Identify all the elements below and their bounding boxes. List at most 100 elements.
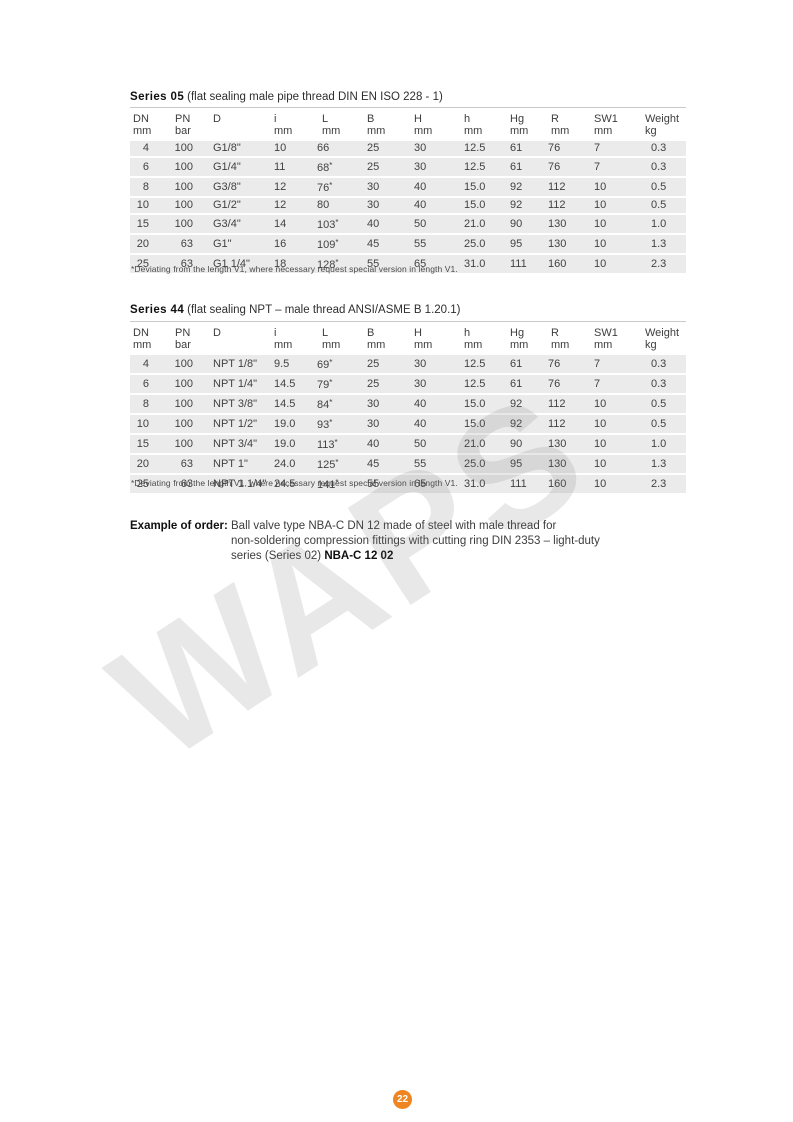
footnote-marker: * (329, 181, 333, 190)
series44-title: Series 44 (flat sealing NPT – male thread… (130, 304, 461, 316)
table-cell: 55 (367, 474, 414, 495)
table-cell: 40 (414, 197, 464, 215)
col-header-d: D (213, 327, 221, 339)
table-cell: 8 (130, 394, 166, 415)
table-cell: 0.5 (642, 177, 686, 198)
table-cell: NPT 1/8" (211, 355, 274, 375)
table-cell: 65 (414, 254, 464, 275)
col-header-weight: Weight kg (645, 113, 680, 137)
table-row: 8 100 G3/8" 12 76* 30 40 15.0 92 112 10 0.5 (130, 177, 686, 198)
table-cell: 113* (316, 434, 367, 455)
table-cell: 14.5 (274, 394, 316, 415)
table-cell: 19.0 (274, 414, 316, 435)
col-header-dn: DN mm (133, 113, 152, 137)
table-cell: G3/8" (211, 177, 274, 198)
table-cell: 40 (367, 214, 414, 235)
table-cell: 61 (506, 355, 548, 375)
table-cell: 11 (274, 157, 316, 178)
table-cell: 0.3 (642, 355, 686, 375)
table-cell: 10 (592, 474, 642, 495)
col-header-h: h mm (464, 113, 483, 137)
table-cell: 25 (130, 474, 166, 495)
table-cell: G1/2" (211, 197, 274, 215)
table-cell: 84* (316, 394, 367, 415)
table-cell: 30 (367, 414, 414, 435)
table-cell: 0.5 (642, 197, 686, 215)
table-cell: G1/4" (211, 157, 274, 178)
footnote-marker: * (329, 398, 333, 407)
col-header-weight: Weight kg (645, 327, 680, 351)
table-cell: 30 (367, 394, 414, 415)
table-cell: 25 (130, 254, 166, 275)
table-cell: 100 (166, 197, 211, 215)
table-cell: 100 (166, 157, 211, 178)
table-cell: 100 (166, 414, 211, 435)
series44-subtitle: (flat sealing NPT – male thread ANSI/ASM… (187, 304, 461, 316)
table-cell: 100 (166, 355, 211, 375)
col-header-pn: PN bar (175, 327, 191, 351)
table-cell: 14.5 (274, 374, 316, 395)
table-cell: 76 (548, 157, 592, 178)
table-cell: 20 (130, 234, 166, 255)
table-cell: 30 (414, 157, 464, 178)
table-cell: 76 (548, 355, 592, 375)
table-cell: 79* (316, 374, 367, 395)
table-cell: 100 (166, 214, 211, 235)
table-cell: 10 (592, 454, 642, 475)
table-cell: 0.3 (642, 157, 686, 178)
example-line1: Ball valve type NBA-C DN 12 made of stee… (231, 520, 557, 532)
table-cell: 24.5 (274, 474, 316, 495)
col-header-hg: Hg mm (510, 327, 529, 351)
col-header-hg: Hg mm (510, 113, 529, 137)
table-cell: 130 (548, 434, 592, 455)
table-cell: 63 (166, 234, 211, 255)
footnote-marker: * (329, 358, 333, 367)
table-cell: 111 (506, 474, 548, 495)
table-cell: 63 (166, 454, 211, 475)
table-cell: 100 (166, 434, 211, 455)
table-cell: 12.5 (464, 355, 506, 375)
table-cell: 100 (166, 141, 211, 158)
table-cell: 25 (367, 355, 414, 375)
table-cell: 125* (316, 454, 367, 475)
table-row: 4 100 NPT 1/8" 9.5 69* 25 30 12.5 61 76 7 0.3 (130, 355, 686, 375)
table-cell: 7 (592, 355, 642, 375)
table-cell: 25 (367, 157, 414, 178)
col-header-dn: DN mm (133, 327, 152, 351)
table-cell: NPT 1/4" (211, 374, 274, 395)
table-cell: 0.3 (642, 374, 686, 395)
table-cell: 10 (592, 254, 642, 275)
table-cell: 76 (548, 374, 592, 395)
table-cell: 15.0 (464, 177, 506, 198)
example-label: Example of order: (130, 520, 228, 532)
example-text: Ball valve type NBA-C DN 12 made of stee… (231, 519, 630, 564)
table-cell: 15.0 (464, 414, 506, 435)
table-cell: 95 (506, 234, 548, 255)
table-cell: 130 (548, 454, 592, 475)
col-header-i: i mm (274, 113, 293, 137)
page-number: 22 (396, 1094, 409, 1105)
table-cell: 12 (274, 197, 316, 215)
series44-footnote: *Deviating from the length V1, where nec… (131, 478, 458, 488)
table-row: 15 100 G3/4" 14 103* 40 50 21.0 90 130 10 1.0 (130, 214, 686, 235)
table-cell: 25.0 (464, 454, 506, 475)
table-cell: 10 (592, 414, 642, 435)
table-cell: 112 (548, 394, 592, 415)
table-cell: NPT 3/4" (211, 434, 274, 455)
table-cell: 10 (592, 197, 642, 215)
table-row: 6 100 G1/4" 11 68* 25 30 12.5 61 76 7 0.3 (130, 157, 686, 178)
table-cell: 92 (506, 177, 548, 198)
col-header-i: i mm (274, 327, 293, 351)
table-cell: 10 (274, 141, 316, 158)
table-cell: 10 (592, 214, 642, 235)
footnote-marker: * (329, 418, 333, 427)
table-cell: 9.5 (274, 355, 316, 375)
col-header-sw1: SW1 mm (594, 327, 618, 351)
series44-title-bold: Series 44 (130, 304, 185, 316)
table-cell: 45 (367, 234, 414, 255)
example-order-code: NBA-C 12 02 (324, 550, 394, 562)
table-cell: 55 (367, 254, 414, 275)
